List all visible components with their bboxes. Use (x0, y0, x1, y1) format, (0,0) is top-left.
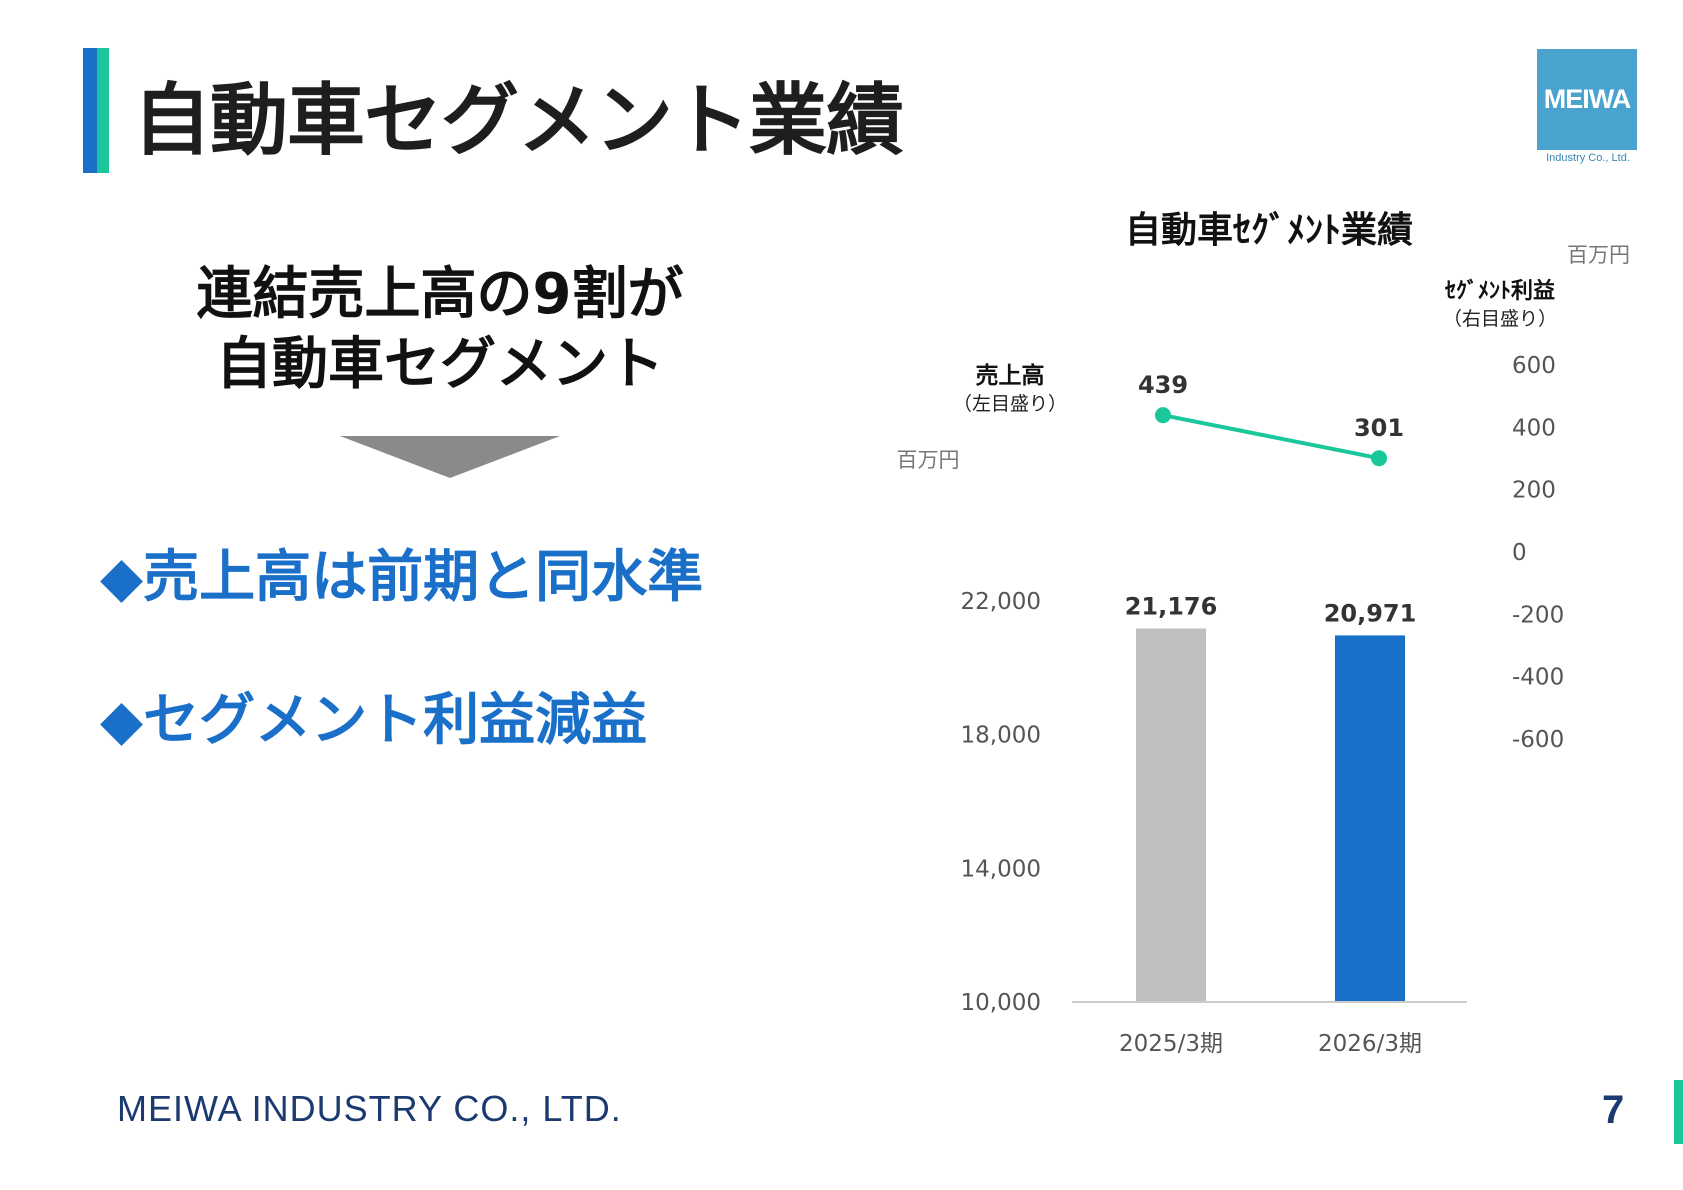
title-accent-blue (83, 48, 97, 173)
x-tick-label: 2026/3期 (1318, 1031, 1422, 1057)
profit-value-label: 439 (1138, 371, 1188, 399)
chart-title: 自動車ｾｸﾞﾒﾝﾄ業績 (1125, 209, 1413, 251)
footer-company-name: MEIWA INDUSTRY CO., LTD. (117, 1088, 622, 1129)
sales-value-label: 20,971 (1324, 599, 1417, 627)
left-tick-label: 22,000 (961, 589, 1041, 615)
bullet-sales: ◆売上高は前期と同水準 (100, 545, 704, 610)
right-tick-label: 600 (1512, 353, 1556, 379)
sales-value-label: 21,176 (1125, 593, 1218, 621)
right-tick-label: 400 (1512, 415, 1556, 441)
right-axis-unit: 百万円 (1567, 243, 1630, 267)
sales-bar (1335, 635, 1405, 1002)
x-tick-label: 2025/3期 (1119, 1031, 1223, 1057)
profit-line (1162, 413, 1380, 461)
footer-accent-bar (1674, 1080, 1683, 1144)
profit-legend-label: ｾｸﾞﾒﾝﾄ利益 (1444, 278, 1555, 304)
headline-line-1: 連結売上高の9割が (196, 262, 684, 327)
logo-subtext: Industry Co., Ltd. (1546, 152, 1630, 164)
profit-legend-note: （右目盛り） (1443, 308, 1557, 330)
profit-point (1371, 450, 1387, 467)
left-axis-ticks: 10,000 14,000 18,000 22,000 (961, 589, 1041, 1016)
headline-line-2: 自動車セグメント (216, 332, 664, 397)
left-tick-label: 14,000 (961, 856, 1041, 882)
profit-line-series: 439 301 (1138, 371, 1404, 467)
x-axis-labels: 2025/3期 2026/3期 (1119, 1031, 1422, 1057)
sales-legend-label: 売上高 (976, 362, 1045, 389)
headline: 連結売上高の9割が 自動車セグメント (100, 260, 780, 400)
title-accent-green (97, 48, 109, 173)
sales-legend-note: （左目盛り） (953, 393, 1067, 415)
page-number: 7 (1602, 1088, 1625, 1132)
profit-value-label: 301 (1354, 414, 1404, 442)
right-tick-label: 0 (1512, 540, 1527, 566)
left-axis-unit: 百万円 (897, 448, 960, 472)
right-axis-ticks: 600 400 200 0 -200 -400 -600 (1512, 353, 1564, 753)
bullet-profit: ◆セグメント利益減益 (100, 688, 648, 753)
page-title: 自動車セグメント業績 (133, 76, 904, 166)
down-arrow-icon (340, 436, 560, 478)
right-tick-label: -600 (1512, 727, 1564, 753)
left-tick-label: 10,000 (961, 990, 1041, 1016)
logo-mark: MEIWA (1537, 49, 1637, 150)
right-tick-label: -200 (1512, 602, 1564, 628)
left-tick-label: 18,000 (961, 723, 1041, 749)
right-tick-label: 200 (1512, 478, 1556, 504)
sales-bar (1136, 628, 1206, 1002)
profit-point (1155, 407, 1171, 424)
company-logo: MEIWA Industry Co., Ltd. (1537, 49, 1637, 171)
sales-bars: 21,176 20,971 (1125, 593, 1417, 1002)
right-tick-label: -400 (1512, 665, 1564, 691)
